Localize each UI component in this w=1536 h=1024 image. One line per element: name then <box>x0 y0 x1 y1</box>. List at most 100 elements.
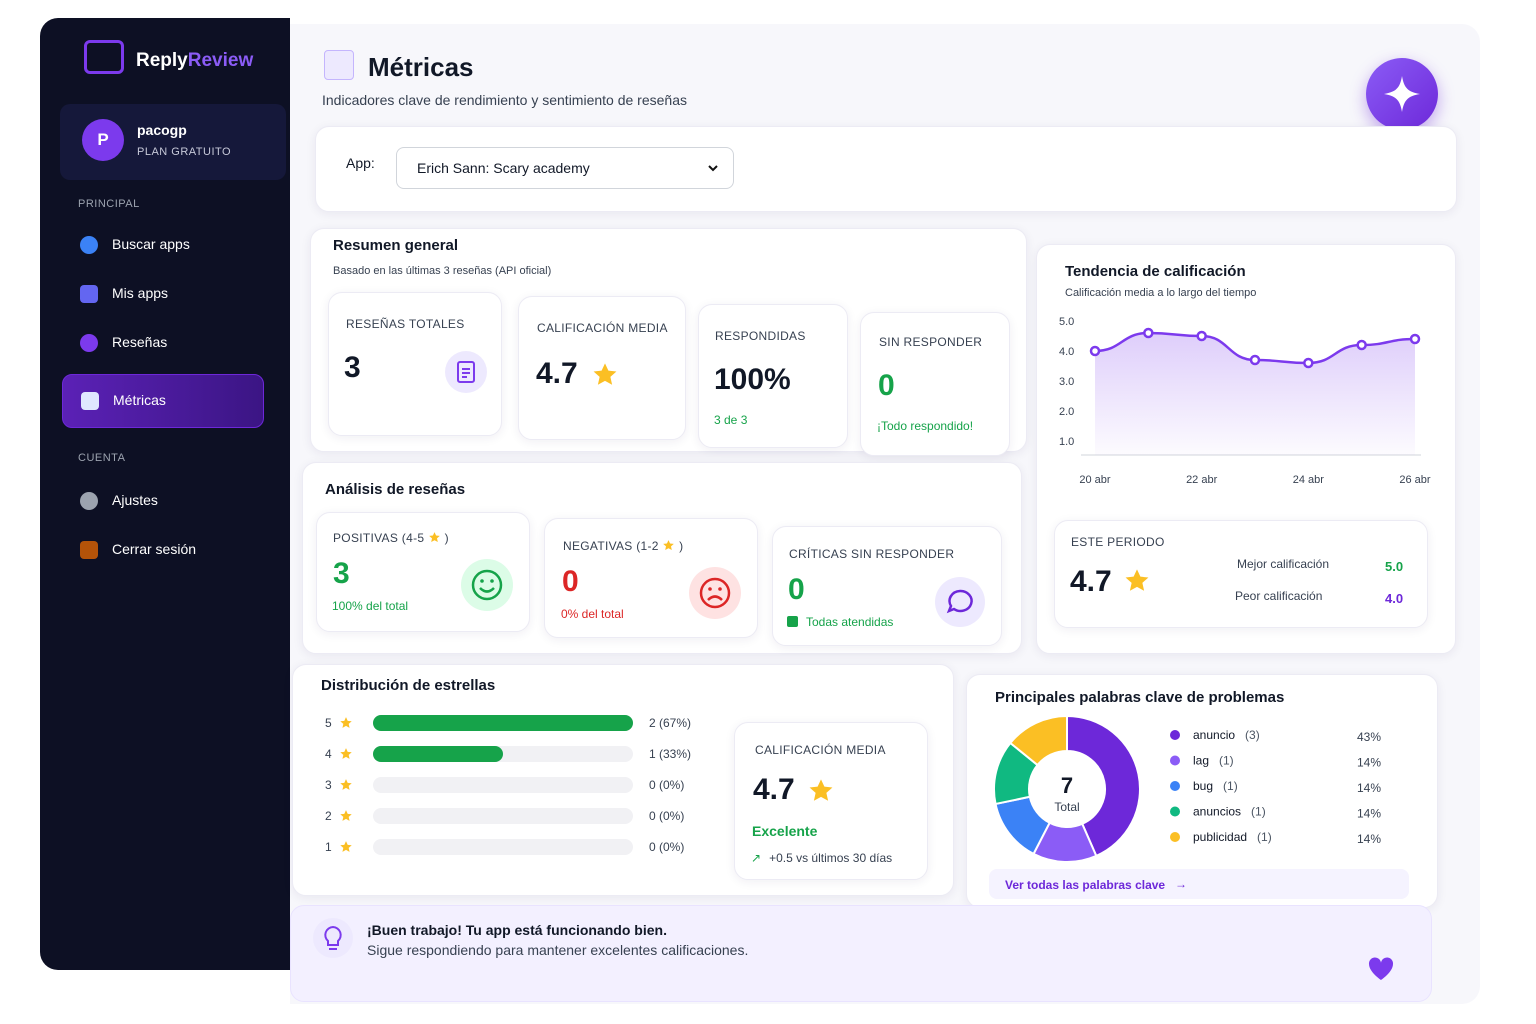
stat-note: 3 de 3 <box>714 413 748 427</box>
bulb-icon <box>313 918 353 958</box>
legend-count: (1) <box>1219 754 1234 768</box>
star-icon <box>1123 567 1151 595</box>
nav-label: Reseñas <box>112 334 168 350</box>
value-label: 2 (67%) <box>649 716 691 730</box>
point <box>1356 339 1367 351</box>
y-tick-label: 4.0 <box>1059 346 1074 358</box>
header-icon <box>324 50 354 80</box>
nav-label: Buscar apps <box>112 236 190 252</box>
avatar: P <box>82 119 124 161</box>
star-count: 5 <box>325 716 332 730</box>
negative-value: 0 <box>562 565 579 598</box>
legend-label: bug <box>1193 779 1213 793</box>
star-icon <box>807 777 835 805</box>
legend-percent: 43% <box>1357 730 1381 744</box>
star-count: 1 <box>325 840 332 854</box>
label-text: POSITIVAS (4-5 <box>333 531 425 545</box>
nav-label: Métricas <box>113 392 166 408</box>
average-label: CALIFICACIÓN MEDIA <box>755 743 886 757</box>
stat-value: 100% <box>714 363 791 396</box>
critical-value: 0 <box>788 573 805 606</box>
star-count: 4 <box>325 747 332 761</box>
brand-second: Review <box>187 50 254 71</box>
positive-card: POSITIVAS (4-5 ) 3 100% del total <box>316 512 530 632</box>
stat-value: 4.7 <box>536 357 578 390</box>
section-title: CUENTA <box>78 452 126 464</box>
nav-label: Mis apps <box>112 285 169 301</box>
keywords-link[interactable]: Ver todas las palabras clave → <box>989 869 1409 899</box>
star-count: 3 <box>325 778 332 792</box>
nav-icon <box>80 236 98 254</box>
page-subtitle: Indicadores clave de rendimiento y senti… <box>322 92 687 108</box>
banner-text: Sigue respondiendo para mantener excelen… <box>367 942 749 958</box>
worst-label: Peor calificación <box>1235 589 1323 603</box>
point <box>1303 357 1314 369</box>
average-rating: Excelente <box>752 823 818 839</box>
period-value: 4.7 <box>1070 565 1112 598</box>
best-value: 5.0 <box>1385 559 1404 574</box>
stat-note: ¡Todo respondido! <box>877 419 974 433</box>
value-label: 1 (33%) <box>649 747 691 761</box>
sad-icon <box>689 567 741 619</box>
happy-icon <box>461 559 513 611</box>
legend-dot <box>1170 832 1180 842</box>
critical-note: Todas atendidas <box>787 615 893 629</box>
point <box>1409 333 1421 345</box>
legend-label: lag <box>1193 754 1209 768</box>
stat-value: 3 <box>344 351 361 384</box>
banner-title: ¡Buen trabajo! Tu app está funcionando b… <box>367 922 667 938</box>
stat-label: SIN RESPONDER <box>879 335 983 349</box>
stat-label: CALIFICACIÓN MEDIA <box>537 321 668 335</box>
donut-total: 7 <box>1061 773 1073 798</box>
user-plan: PLAN GRATUITO <box>137 146 232 158</box>
nav-item[interactable]: Cerrar sesión <box>62 527 262 573</box>
label-text: NEGATIVAS (1-2 <box>563 539 659 553</box>
point <box>1143 327 1154 339</box>
bar-track <box>373 808 633 824</box>
slice <box>1066 715 1141 858</box>
stat-card: SIN RESPONDER 0 ¡Todo respondido! <box>860 312 1010 456</box>
x-tick-label: 22 abr <box>1186 474 1218 486</box>
legend-count: (3) <box>1245 728 1260 742</box>
brand-logo <box>84 40 124 74</box>
nav-icon <box>81 392 99 410</box>
section-title: PRINCIPAL <box>78 198 140 210</box>
positive-note: 100% del total <box>332 599 409 613</box>
legend-dot <box>1170 755 1180 766</box>
area <box>1095 333 1415 455</box>
average-value: 4.7 <box>753 773 795 806</box>
legend-percent: 14% <box>1357 756 1381 770</box>
point <box>1249 354 1261 366</box>
period-label: ESTE PERIODO <box>1071 535 1165 549</box>
sparkle-icon <box>1384 76 1420 112</box>
point <box>1196 330 1207 342</box>
nav-item[interactable]: Mis apps <box>62 271 262 317</box>
legend-label: anuncios <box>1193 805 1241 819</box>
legend-count: (1) <box>1223 779 1238 793</box>
stat-value: 0 <box>878 369 895 402</box>
app-select[interactable]: Erich Sann: Scary academy <box>396 147 734 189</box>
nav-item[interactable]: Reseñas <box>62 320 262 366</box>
user-panel[interactable]: P pacogp PLAN GRATUITO <box>60 104 286 180</box>
analysis-title: Análisis de reseñas <box>325 481 466 498</box>
brand-first: Reply <box>136 50 188 71</box>
value-label: 0 (0%) <box>649 809 684 823</box>
stat-label: RESEÑAS TOTALES <box>346 317 465 331</box>
summary-subtitle: Basado en las últimas 3 reseñas (API ofi… <box>333 265 552 277</box>
legend-percent: 14% <box>1357 832 1381 846</box>
nav-item[interactable]: Buscar apps <box>62 222 262 268</box>
nav-item-active[interactable]: Métricas <box>62 374 264 428</box>
keywords-card: Principales palabras clave de problemas … <box>966 674 1438 908</box>
nav-icon <box>80 492 98 510</box>
trend-subtitle: Calificación media a lo largo del tiempo <box>1065 287 1257 299</box>
label-end: ) <box>444 531 449 545</box>
legend-percent: 14% <box>1357 807 1381 821</box>
y-tick-label: 3.0 <box>1059 376 1074 388</box>
stat-card: CALIFICACIÓN MEDIA 4.7 <box>518 296 686 440</box>
value-label: 0 (0%) <box>649 840 684 854</box>
assistant-button[interactable] <box>1366 58 1438 130</box>
nav-item[interactable]: Ajustes <box>62 478 262 524</box>
legend-label: anuncio <box>1193 728 1235 742</box>
positive-value: 3 <box>333 557 350 590</box>
